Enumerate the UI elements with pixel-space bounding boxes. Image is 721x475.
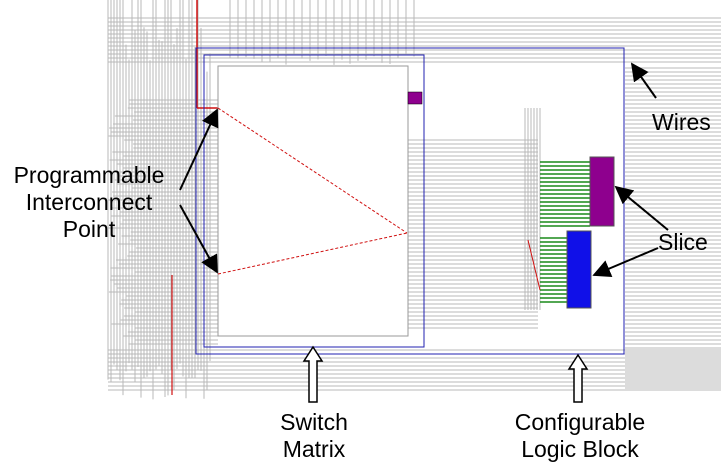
switch-matrix-box [218, 66, 422, 336]
wires-label: Wires [652, 109, 711, 136]
label-line: Matrix [266, 436, 362, 463]
configurable-logic-block-label: Configurable Logic Block [496, 409, 664, 463]
slice-upper [590, 157, 614, 226]
switch-matrix [218, 66, 408, 336]
slice-lower [567, 231, 591, 308]
wire-mesh [108, 0, 721, 399]
slices-group [528, 157, 614, 308]
label-line: Point [0, 216, 178, 243]
programmable-interconnect-point-label: Programmable Interconnect Point [0, 162, 178, 243]
label-line: Programmable [0, 162, 178, 189]
label-line: Configurable [496, 409, 664, 436]
label-line: Interconnect [0, 189, 178, 216]
label-line: Switch [266, 409, 362, 436]
label-line: Logic Block [496, 436, 664, 463]
switch-matrix-label: Switch Matrix [266, 409, 362, 463]
small-slice-marker [408, 92, 422, 104]
callout-arrow-icon [632, 64, 656, 98]
slice-label: Slice [658, 229, 708, 256]
